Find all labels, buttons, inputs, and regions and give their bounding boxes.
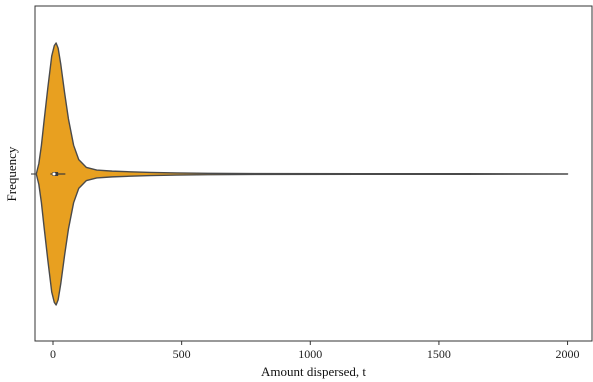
- x-tick-label: 1500: [427, 347, 451, 361]
- x-ticks: 0 500 1000 1500 2000: [50, 341, 580, 361]
- violin-body: [35, 42, 569, 306]
- y-axis-label: Frequency: [4, 146, 19, 201]
- x-axis-label: Amount dispersed, t: [261, 364, 366, 379]
- x-tick-label: 1000: [298, 347, 322, 361]
- x-tick-label: 500: [173, 347, 191, 361]
- x-tick-label: 2000: [556, 347, 580, 361]
- plot-layer: [35, 42, 569, 306]
- box-median: [52, 172, 56, 176]
- x-tick-label: 0: [50, 347, 56, 361]
